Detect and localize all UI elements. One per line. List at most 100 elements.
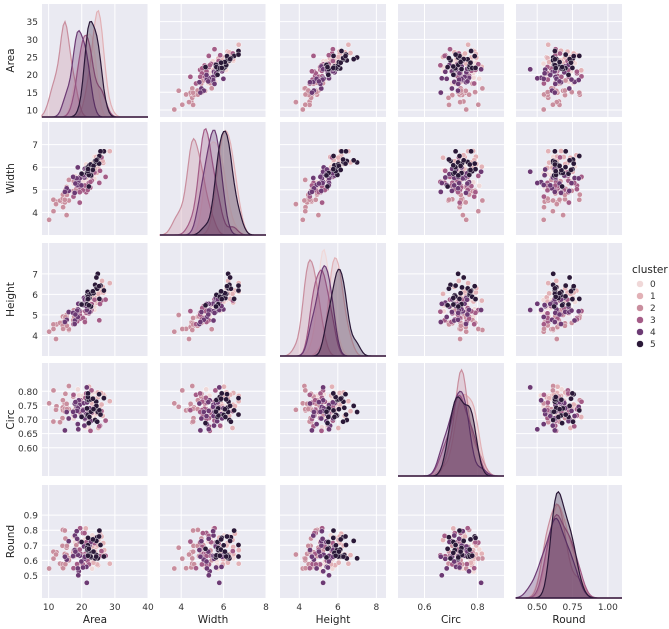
scatter-point-cluster-5 xyxy=(556,59,563,65)
scatter-point-cluster-5 xyxy=(455,172,462,179)
panel-round-vs-width xyxy=(160,485,267,598)
scatter-point-cluster-4 xyxy=(329,399,336,406)
scatter-point-cluster-3 xyxy=(82,319,88,325)
scatter-point-cluster-5 xyxy=(556,163,563,169)
scatter-point-cluster-4 xyxy=(196,547,203,553)
scatter-point-cluster-5 xyxy=(565,72,572,78)
scatter-point-cluster-5 xyxy=(78,170,85,177)
scatter-point-cluster-4 xyxy=(542,166,549,173)
scatter-point-cluster-5 xyxy=(468,48,474,54)
scatter-point-cluster-0 xyxy=(203,386,209,393)
panel-height-vs-circ xyxy=(398,243,504,356)
scatter-point-cluster-4 xyxy=(442,69,449,75)
scatter-point-cluster-1 xyxy=(99,278,105,284)
scatter-point-cluster-4 xyxy=(75,426,82,433)
scatter-point-cluster-4 xyxy=(70,553,76,559)
scatter-point-cluster-4 xyxy=(313,421,320,427)
scatter-point-cluster-2 xyxy=(171,400,178,407)
scatter-point-cluster-5 xyxy=(457,548,464,555)
scatter-point-cluster-2 xyxy=(479,197,486,204)
kde-cluster-5 xyxy=(42,20,148,118)
scatter-point-cluster-5 xyxy=(218,59,224,66)
scatter-point-cluster-5 xyxy=(85,166,91,172)
scatter-point-cluster-4 xyxy=(552,427,558,434)
scatter-point-cluster-3 xyxy=(70,391,77,398)
scatter-point-cluster-3 xyxy=(471,565,478,572)
scatter-point-cluster-5 xyxy=(447,555,454,562)
ylabel-area: Area xyxy=(5,48,17,72)
ylabel-circ: Circ xyxy=(5,409,17,429)
scatter-point-cluster-5 xyxy=(330,166,337,172)
scatter-point-cluster-5 xyxy=(455,270,461,277)
scatter-point-cluster-5 xyxy=(562,164,569,170)
scatter-point-cluster-5 xyxy=(218,65,225,71)
scatter-point-cluster-5 xyxy=(218,390,225,397)
ytick-label-round: 0.8 xyxy=(24,527,39,537)
scatter-point-cluster-4 xyxy=(437,553,444,560)
scatter-point-cluster-5 xyxy=(466,161,473,168)
scatter-point-cluster-4 xyxy=(540,314,547,320)
scatter-point-cluster-2 xyxy=(576,196,583,203)
scatter-point-cluster-2 xyxy=(64,543,70,549)
scatter-point-cluster-2 xyxy=(171,328,178,335)
scatter-point-cluster-5 xyxy=(469,552,476,559)
panel-circ-vs-width xyxy=(160,363,267,476)
scatter-point-cluster-4 xyxy=(205,572,212,579)
kde-cluster-5 xyxy=(516,490,622,599)
scatter-point-cluster-1 xyxy=(558,148,564,154)
scatter-point-cluster-5 xyxy=(566,274,573,281)
scatter-point-cluster-5 xyxy=(333,542,339,549)
scatter-point-cluster-4 xyxy=(566,85,573,92)
scatter-point-cluster-5 xyxy=(324,183,331,190)
scatter-point-cluster-5 xyxy=(222,414,229,420)
scatter-point-cluster-3 xyxy=(197,74,203,80)
scatter-point-cluster-5 xyxy=(331,414,338,420)
scatter-point-cluster-5 xyxy=(96,296,103,302)
scatter-point-cluster-5 xyxy=(222,548,228,555)
scatter-point-cluster-5 xyxy=(213,303,219,310)
scatter-point-cluster-4 xyxy=(316,180,322,187)
scatter-point-cluster-2 xyxy=(187,400,194,407)
scatter-point-cluster-2 xyxy=(190,548,196,555)
scatter-point-cluster-5 xyxy=(354,409,360,415)
scatter-point-cluster-4 xyxy=(318,85,325,92)
scatter-point-cluster-3 xyxy=(306,565,313,572)
legend-marker-4 xyxy=(636,328,644,336)
panel-round-vs-round xyxy=(515,485,622,599)
scatter-point-cluster-5 xyxy=(467,167,474,173)
scatter-point-cluster-5 xyxy=(446,534,452,541)
panel-width-vs-height xyxy=(280,122,386,235)
scatter-point-cluster-5 xyxy=(570,418,576,425)
ytick-label-round: 0.7 xyxy=(24,542,38,552)
scatter-point-cluster-3 xyxy=(464,561,470,567)
scatter-point-cluster-2 xyxy=(186,551,192,558)
scatter-point-cluster-5 xyxy=(551,408,557,415)
scatter-point-cluster-4 xyxy=(571,317,578,324)
scatter-point-cluster-2 xyxy=(171,565,178,572)
scatter-point-cluster-5 xyxy=(467,288,474,295)
scatter-point-cluster-5 xyxy=(457,163,464,169)
scatter-point-cluster-5 xyxy=(559,183,565,190)
scatter-point-cluster-4 xyxy=(319,536,326,542)
scatter-point-cluster-5 xyxy=(90,406,97,413)
scatter-point-cluster-2 xyxy=(466,91,472,98)
scatter-point-cluster-5 xyxy=(551,303,557,310)
scatter-point-cluster-5 xyxy=(343,411,349,418)
scatter-point-cluster-4 xyxy=(464,296,470,303)
scatter-point-cluster-5 xyxy=(90,548,97,555)
panel-area-vs-height xyxy=(280,4,386,117)
legend-marker-5 xyxy=(636,340,644,348)
scatter-point-cluster-2 xyxy=(50,208,57,214)
scatter-point-cluster-4 xyxy=(455,310,462,316)
scatter-point-cluster-5 xyxy=(324,64,331,70)
scatter-point-cluster-2 xyxy=(60,326,66,332)
scatter-point-cluster-2 xyxy=(302,387,309,394)
scatter-point-cluster-5 xyxy=(86,414,93,420)
scatter-point-cluster-5 xyxy=(467,536,474,543)
scatter-point-cluster-5 xyxy=(568,59,574,66)
scatter-point-cluster-5 xyxy=(93,157,100,164)
scatter-point-cluster-2 xyxy=(50,387,57,394)
legend-marker-1 xyxy=(636,292,644,300)
scatter-point-cluster-5 xyxy=(459,284,465,291)
scatter-point-cluster-5 xyxy=(568,288,574,295)
